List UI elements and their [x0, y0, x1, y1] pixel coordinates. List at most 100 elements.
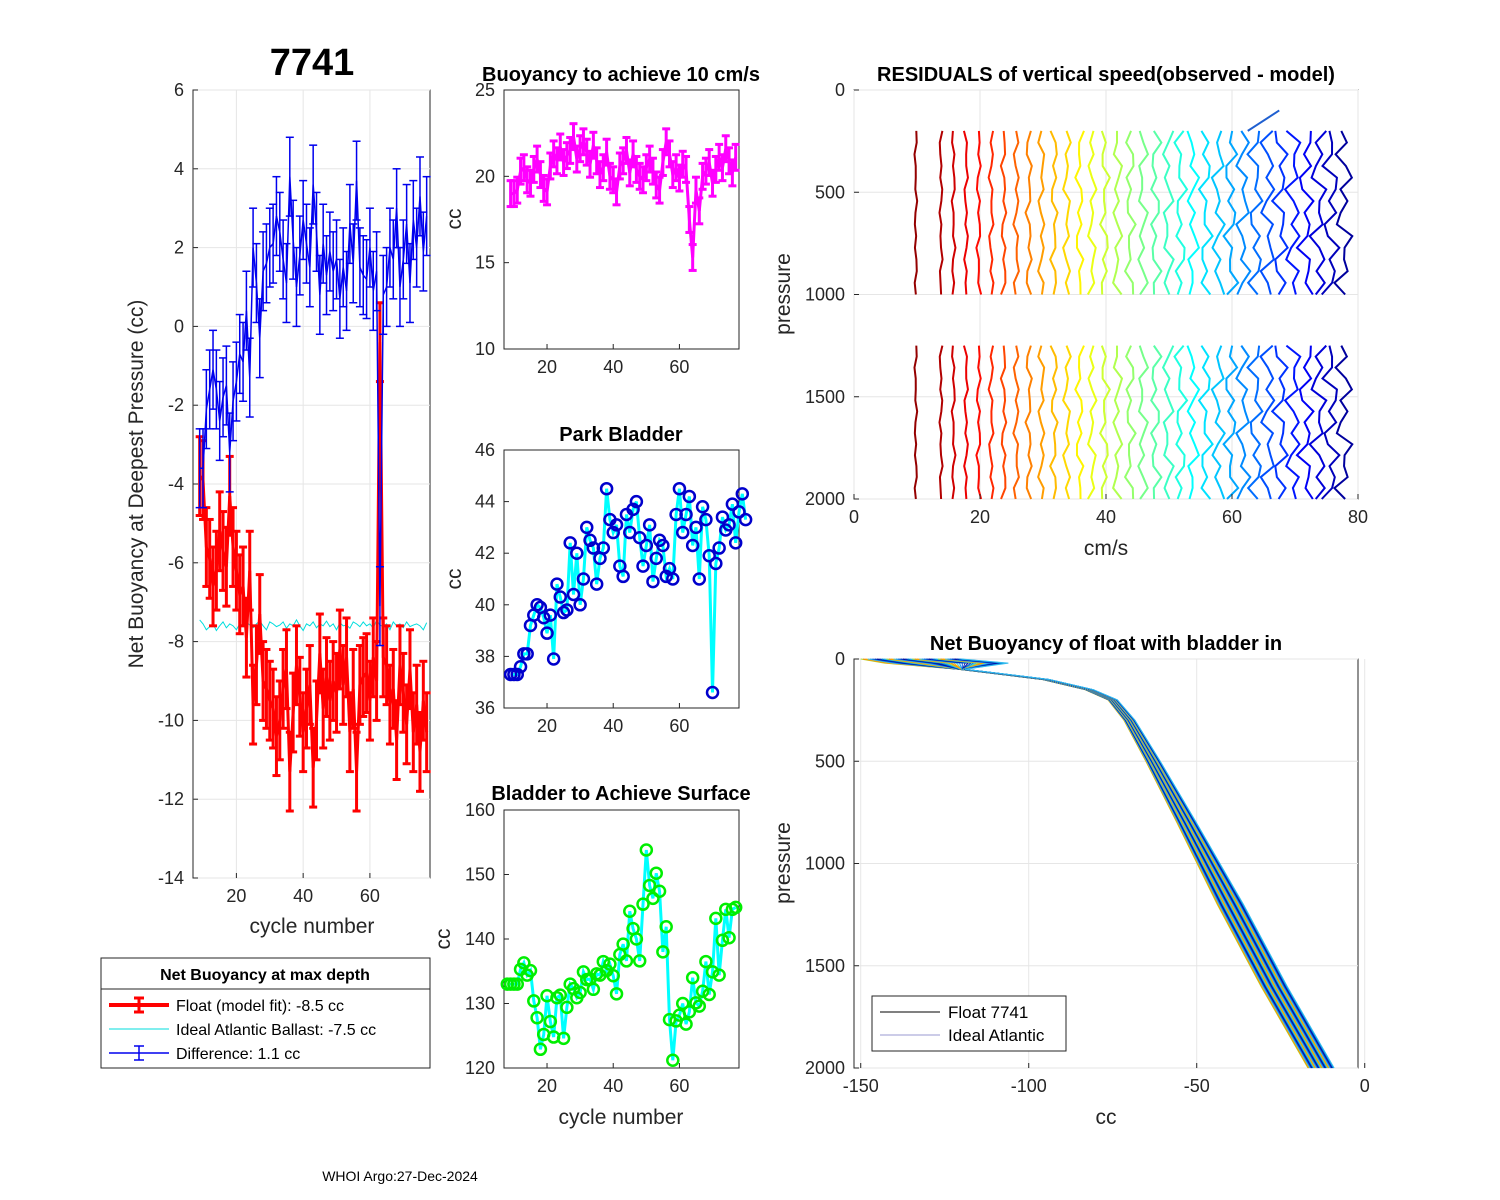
y-tick-label: 10 — [475, 339, 495, 359]
series-park-bladder-marker — [702, 549, 716, 563]
chart-title: Buoyancy to achieve 10 cm/s — [482, 64, 760, 86]
residual-profile — [1099, 130, 1111, 295]
residual-profile — [1161, 130, 1175, 295]
residual-profile — [1137, 130, 1150, 296]
x-tick-label: -100 — [1011, 1076, 1047, 1096]
y-axis-label: pressure — [772, 822, 795, 904]
residual-profile — [1321, 130, 1341, 296]
series-bladder-surface-marker — [659, 919, 673, 934]
y-tick-label: 1500 — [805, 956, 845, 976]
residual-profile — [999, 345, 1008, 500]
chart-park-bladder: Park Bladder 20 40 60 36 38 40 42 44 46 cc — [443, 424, 753, 736]
residual-profile — [1259, 344, 1276, 500]
chart-title: Net Buoyancy of float with bladder in — [930, 633, 1282, 655]
series-bladder-surface-marker — [543, 1014, 558, 1029]
y-tick-label: 42 — [475, 543, 495, 563]
x-tick-label: 20 — [537, 1076, 557, 1096]
residual-profile — [1137, 345, 1150, 500]
y-tick-label: 15 — [475, 253, 495, 273]
legend-entry-ideal: Ideal Atlantic Ballast: -7.5 cc — [109, 1022, 376, 1039]
series-park-bladder-marker — [540, 626, 554, 640]
x-tick-label: 60 — [1222, 507, 1242, 527]
x-tick-label: 20 — [226, 886, 246, 906]
footer-credit: WHOI Argo:27-Dec-2024 — [322, 1168, 478, 1184]
series-park-bladder-marker — [692, 572, 707, 586]
x-tick-label: 60 — [360, 886, 380, 906]
float-id-title: 7741 — [270, 42, 355, 84]
series-bladder-surface-marker — [533, 1042, 548, 1057]
series-bladder-surface-marker — [556, 1031, 571, 1046]
series-bladder-surface-marker — [675, 996, 690, 1011]
legend-profile: Float 7741 Ideal Atlantic — [871, 995, 1067, 1052]
residual-profile — [1246, 130, 1264, 296]
series-park-bladder-marker — [649, 551, 664, 566]
y-tick-label: 2 — [174, 238, 184, 258]
series-bladder-surface-marker — [709, 911, 723, 926]
residual-profile — [999, 130, 1008, 295]
residual-profile — [1062, 130, 1072, 295]
series-park-bladder-marker — [646, 574, 660, 589]
x-tick-label: 40 — [293, 886, 313, 906]
chart-bladder-surface: Bladder to Achieve Surface 20 40 60 120 130 1… — [432, 783, 751, 1129]
series-bladder-surface-marker — [646, 891, 660, 906]
y-tick-label: -10 — [158, 710, 184, 730]
residual-profile — [1259, 130, 1276, 295]
series-bladder-surface-marker — [695, 984, 710, 998]
y-tick-label: 120 — [465, 1058, 495, 1078]
y-tick-label: -14 — [158, 868, 184, 888]
series-park-bladder-marker — [732, 505, 746, 519]
residual-profile — [1012, 345, 1020, 500]
x-tick-label: 20 — [537, 357, 557, 377]
series-park-bladder-marker — [705, 685, 720, 700]
residual-profile — [1308, 130, 1328, 296]
series-park-bladder-marker — [695, 500, 710, 514]
legend-label-ideal: Ideal Atlantic Ballast: -7.5 cc — [176, 1022, 376, 1039]
residual-profile — [913, 345, 919, 500]
series-bladder-surface-marker — [702, 987, 716, 1002]
legend-box — [871, 995, 1067, 1052]
y-tick-label: -8 — [168, 632, 184, 652]
series-ideal-atlantic-line — [199, 618, 428, 632]
series-park-bladder-marker — [573, 598, 587, 612]
series-bladder-surface-marker — [728, 900, 743, 915]
series-bladder-surface-marker — [517, 956, 531, 970]
y-tick-label: 40 — [475, 595, 495, 615]
x-tick-label: 20 — [537, 716, 557, 736]
series-park-bladder-marker — [566, 587, 581, 602]
series-park-bladder-marker — [709, 556, 723, 571]
series-bladder-surface-marker — [685, 970, 700, 985]
residual-profile — [1235, 345, 1252, 500]
series-bladder-surface-marker — [603, 957, 617, 971]
series-bladder-surface-marker — [609, 987, 624, 1001]
legend-label-float: Float 7741 — [948, 1003, 1028, 1022]
x-axis-label: cycle number — [250, 915, 375, 938]
residual-profile — [950, 345, 957, 500]
series-park-bladder-marker — [699, 512, 713, 527]
series-park-bladder-marker — [626, 502, 640, 517]
series-park-bladder-marker — [722, 518, 736, 532]
series-park-bladder-marker — [738, 512, 753, 527]
series-park-bladder-marker — [606, 525, 620, 540]
residual-profile — [1099, 345, 1111, 500]
y-tick-label: -6 — [168, 553, 184, 573]
series-park-bladder-marker — [636, 559, 650, 573]
y-tick-label: 38 — [475, 646, 495, 666]
residual-profile — [1123, 345, 1137, 500]
y-tick-label: 4 — [174, 159, 184, 179]
y-tick-label: 36 — [475, 698, 495, 718]
series-bladder-surface-marker — [639, 843, 654, 857]
residual-profile — [1321, 345, 1341, 500]
chart-net-buoyancy: 7741 20 40 60 -14 -12 -10 -8 -6 -4 -2 0 2 4 6 cycle n… — [125, 42, 431, 938]
y-axis-label: cc — [443, 569, 466, 590]
chart-title: Park Bladder — [559, 424, 683, 446]
series-park-bladder-marker — [632, 530, 647, 545]
residual-profile — [1173, 344, 1189, 500]
residual-profile — [1086, 130, 1098, 295]
residual-profile — [1037, 345, 1046, 500]
series-park-bladder-marker — [656, 538, 670, 553]
y-tick-label: 44 — [475, 492, 495, 512]
residual-profile — [938, 130, 944, 295]
series-bladder-surface-marker — [666, 1053, 680, 1068]
residual-profile — [1086, 345, 1098, 500]
